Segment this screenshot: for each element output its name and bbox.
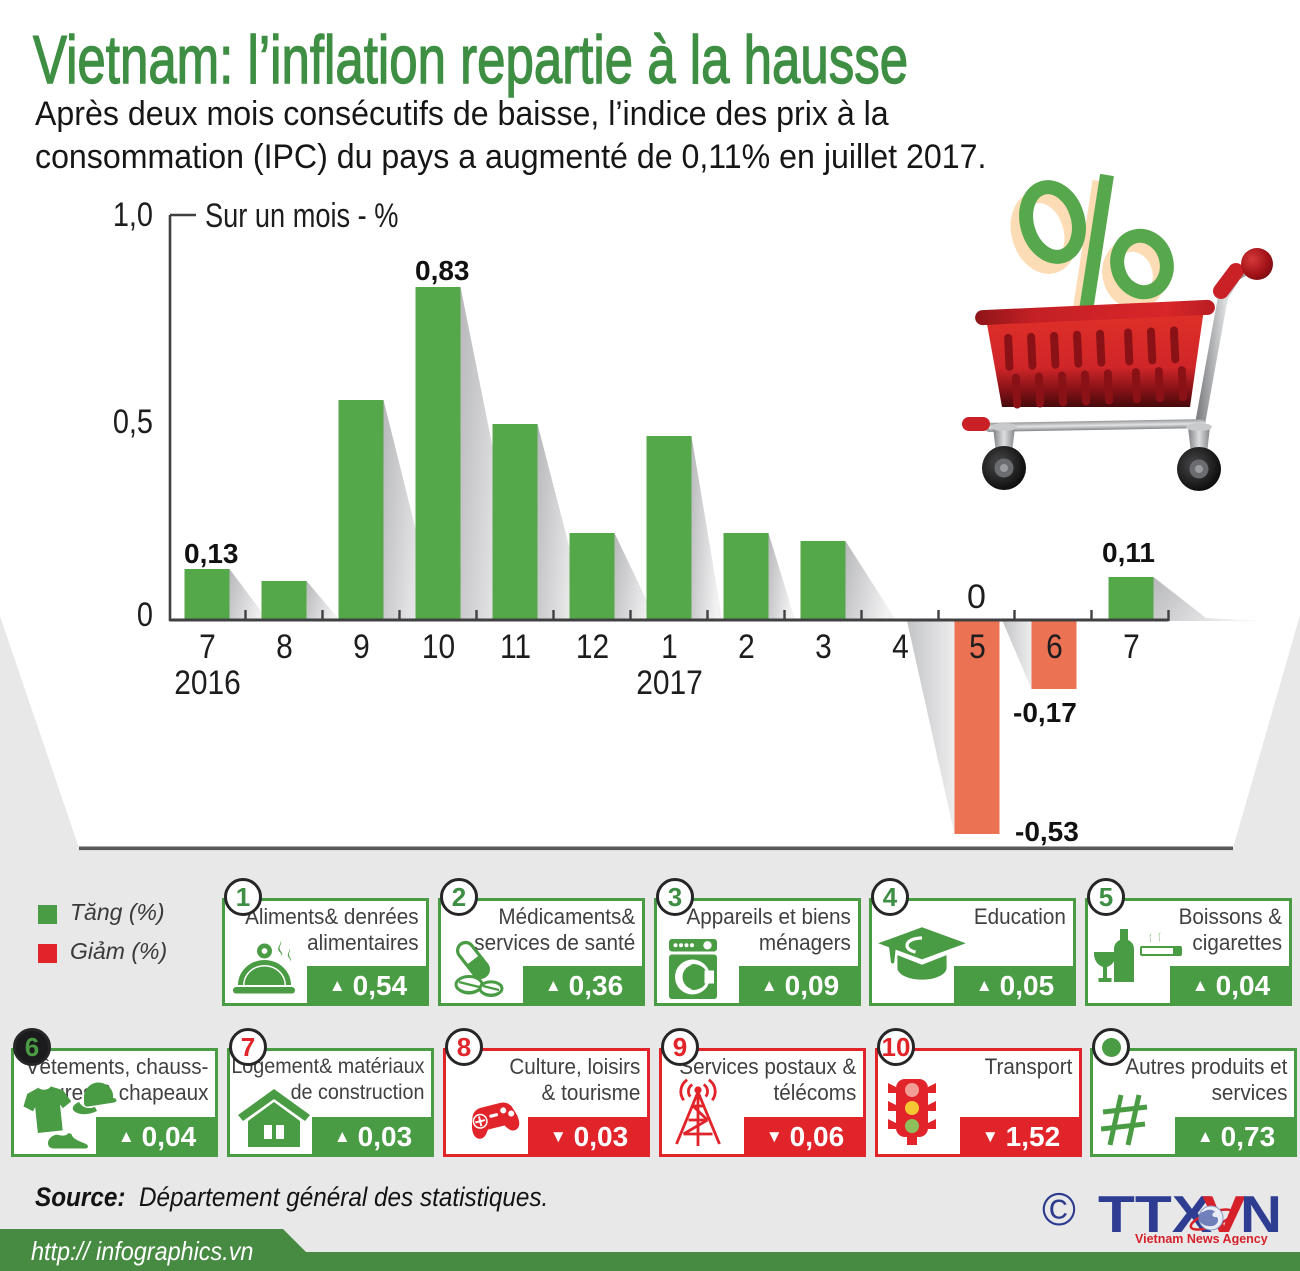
svg-text:Vietnam News Agency: Vietnam News Agency bbox=[1135, 1232, 1268, 1245]
svg-text:N: N bbox=[1240, 1186, 1282, 1244]
svg-text:TTX: TTX bbox=[1098, 1186, 1212, 1244]
svg-text:©: © bbox=[1042, 1183, 1076, 1235]
